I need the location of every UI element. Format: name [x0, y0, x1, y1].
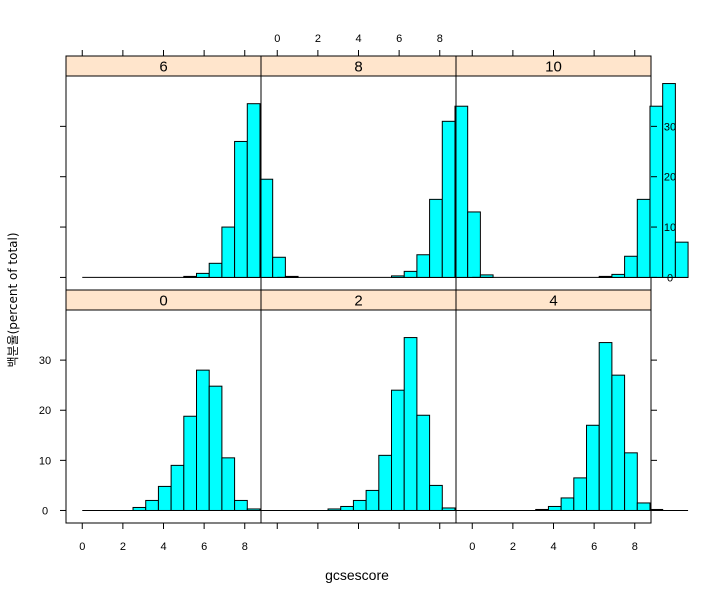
x-tick-label: 2: [120, 541, 126, 553]
x-tick-label: 0: [79, 541, 85, 553]
bar: [611, 273, 626, 278]
x-tick-label: 4: [160, 541, 166, 553]
bar: [674, 241, 689, 278]
bar: [454, 105, 469, 278]
x-tick-label: 6: [396, 33, 402, 45]
bar: [196, 369, 210, 511]
y-tick-label: 30: [39, 355, 51, 367]
x-tick-label: 2: [510, 541, 516, 553]
y-tick-label: 0: [42, 505, 48, 517]
bar: [624, 255, 638, 278]
bar: [649, 105, 664, 278]
bar: [624, 452, 638, 511]
y-tick-label: 10: [664, 222, 676, 234]
bar: [391, 275, 405, 278]
strip-label-0: 0: [159, 293, 167, 310]
bar: [272, 256, 286, 278]
bar: [365, 489, 380, 511]
bar: [221, 457, 236, 511]
strip-label-2: 2: [354, 293, 362, 310]
x-tick-label: 0: [469, 541, 475, 553]
x-tick-label: 0: [274, 33, 280, 45]
bar: [157, 485, 172, 511]
bar: [403, 337, 418, 511]
bar: [611, 374, 626, 511]
bar: [234, 499, 248, 511]
bar: [441, 120, 456, 278]
bar: [636, 502, 651, 511]
bar: [547, 505, 562, 511]
y-axis-title: 백분율(percent of total): [6, 232, 20, 367]
x-tick-label: 2: [315, 33, 321, 45]
panel-8: 8: [260, 55, 494, 291]
panel-2: 2: [260, 289, 494, 524]
bar: [598, 275, 613, 278]
strip-label-4: 4: [549, 293, 557, 310]
strip-label-6: 6: [159, 59, 167, 76]
x-tick-label: 4: [550, 541, 556, 553]
x-tick-label: 6: [591, 541, 597, 553]
bar: [636, 198, 651, 278]
y-tick-label: 10: [39, 455, 51, 467]
bar: [340, 505, 354, 511]
bar: [467, 211, 481, 278]
bar: [378, 454, 393, 511]
bar: [416, 254, 431, 278]
x-tick-label: 6: [201, 541, 207, 553]
strip-label-8: 8: [354, 59, 362, 76]
bar: [573, 477, 588, 511]
bar: [208, 385, 223, 511]
bar: [246, 103, 261, 278]
y-tick-label: 0: [667, 272, 673, 284]
x-tick-label: 8: [632, 541, 638, 553]
panel-10: 10: [455, 55, 689, 291]
bar: [560, 497, 575, 511]
panel-border-10: [455, 75, 652, 291]
panel-grid: 6 8 10 0 2 4: [65, 55, 689, 524]
x-tick-label: 4: [355, 33, 361, 45]
bar: [403, 270, 418, 278]
y-tick-label: 20: [39, 405, 51, 417]
bar: [535, 508, 549, 511]
bar: [234, 140, 248, 278]
bar: [429, 198, 443, 278]
bar: [208, 262, 223, 278]
x-tick-label: 8: [437, 33, 443, 45]
bar: [259, 178, 274, 278]
bar: [183, 275, 198, 278]
bar: [132, 506, 147, 511]
bar: [170, 464, 185, 511]
bar: [183, 415, 198, 511]
bar: [598, 342, 613, 511]
bar: [246, 508, 261, 511]
bar: [391, 389, 405, 511]
x-axis-title: gcsescore: [325, 567, 389, 583]
bar: [196, 272, 210, 278]
panel-6: 6: [65, 55, 299, 291]
bar: [221, 226, 236, 278]
bar: [416, 414, 431, 511]
bar: [327, 508, 342, 511]
x-tick-label: 8: [242, 541, 248, 553]
strip-label-10: 10: [545, 59, 562, 76]
panel-0: 0: [65, 289, 299, 524]
bar: [145, 499, 159, 511]
bar: [429, 484, 443, 511]
bar: [662, 83, 676, 278]
y-tick-label: 20: [664, 172, 676, 184]
bar: [352, 499, 367, 511]
y-tick-label: 30: [664, 121, 676, 133]
panel-4: 4: [455, 289, 689, 524]
bar: [441, 507, 456, 511]
bar: [586, 424, 600, 511]
